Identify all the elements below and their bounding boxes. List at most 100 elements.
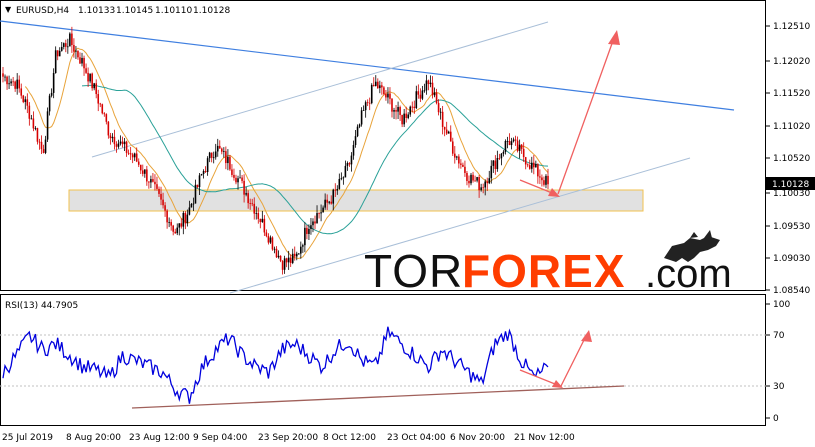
candle-body <box>225 151 227 164</box>
price-tick: 1.09030 <box>773 254 810 264</box>
candle-body <box>291 253 294 263</box>
candle-body <box>152 179 154 182</box>
candle-body <box>87 72 89 82</box>
candle-body <box>460 163 462 165</box>
candle-body <box>545 175 547 185</box>
candle-body <box>182 212 185 227</box>
candle-body <box>462 164 464 167</box>
candle-body <box>415 91 418 108</box>
candle-body <box>346 163 349 166</box>
candle-body <box>484 181 486 188</box>
rsi-forecast-down-head <box>552 380 563 388</box>
candle-body <box>502 151 505 154</box>
candle-body <box>281 260 284 270</box>
candle-body <box>514 139 517 141</box>
rsi-forecast-down <box>519 369 561 387</box>
candle-body <box>322 207 324 213</box>
candle-body <box>204 171 207 173</box>
time-tick: 25 Jul 2019 <box>2 433 53 443</box>
rsi-tick: 30 <box>773 382 785 392</box>
candle-body <box>148 181 150 183</box>
candle-body <box>539 176 541 178</box>
rsi-support-trendline <box>131 385 625 409</box>
candle-body <box>285 258 288 263</box>
candle-body <box>383 87 385 95</box>
candle-body <box>50 92 53 96</box>
rsi-tick: 0 <box>773 414 779 424</box>
candle-body <box>543 180 545 185</box>
candle-body <box>348 163 351 165</box>
candle-body <box>24 99 27 103</box>
candle-body <box>391 98 393 112</box>
price-tick: 1.12020 <box>773 57 810 67</box>
current-price-label: 1.10128 <box>772 180 809 190</box>
candle-body <box>233 174 235 178</box>
time-tick: 6 Nov 20:00 <box>450 433 505 443</box>
candle-body <box>231 169 233 175</box>
symbol-label: EURUSD,H4 <box>16 6 69 16</box>
candle-body <box>312 221 314 226</box>
upper-channel-line <box>91 21 549 158</box>
candle-body <box>399 107 401 115</box>
candle-body <box>293 253 296 257</box>
candle-body <box>123 141 126 145</box>
time-tick: 23 Sep 20:00 <box>258 433 318 443</box>
price-tick: 1.11520 <box>773 89 810 99</box>
candle-body <box>168 222 170 223</box>
candle-body <box>289 257 292 263</box>
candle-body <box>277 255 280 258</box>
candle-body <box>308 228 310 234</box>
bull-bear-icon <box>664 230 720 262</box>
candle-body <box>492 160 495 166</box>
candle-body <box>261 218 264 223</box>
candle-body <box>241 177 243 181</box>
candle-body <box>468 180 470 184</box>
menu-dropdown-icon[interactable]: ▼ <box>5 5 12 14</box>
candle-body <box>283 258 286 270</box>
candle-body <box>249 203 251 204</box>
candle-body <box>417 91 420 95</box>
candle-body <box>472 174 474 181</box>
candle-body <box>137 161 140 165</box>
candle-body <box>162 199 164 206</box>
candle-body <box>109 135 112 139</box>
forecast-arrow-down-head <box>548 188 560 197</box>
candle-body <box>229 156 231 170</box>
candle-body <box>196 184 199 188</box>
candle-body <box>176 227 179 234</box>
candle-body <box>218 145 221 149</box>
candle-body <box>18 79 21 89</box>
candle-body <box>466 172 468 181</box>
candle-body <box>512 139 515 142</box>
candle-body <box>447 131 450 134</box>
candle-body <box>522 148 525 158</box>
candle-body <box>486 181 489 184</box>
candle-body <box>69 33 71 47</box>
low-price: 1.10110 <box>155 6 192 16</box>
candle-body <box>77 50 79 58</box>
candle-body <box>107 121 110 136</box>
candle-body <box>547 175 549 185</box>
price-tick: 1.08540 <box>773 286 810 296</box>
candle-body <box>423 90 426 92</box>
candle-body <box>12 81 14 83</box>
candle-body <box>445 129 448 134</box>
forecast-arrow-up-head <box>608 30 620 45</box>
candle-body <box>494 160 497 170</box>
candle-body <box>105 114 108 122</box>
candle-body <box>174 231 177 234</box>
candle-body <box>342 177 345 179</box>
price-tick: 1.10520 <box>773 154 810 164</box>
time-tick: 23 Aug 12:00 <box>129 433 190 443</box>
candle-body <box>401 114 403 125</box>
time-tick: 21 Nov 12:00 <box>514 433 575 443</box>
candle-body <box>20 88 23 96</box>
candle-body <box>121 141 124 145</box>
candle-body <box>46 111 49 140</box>
candle-body <box>60 46 63 51</box>
candle-body <box>85 68 87 73</box>
candle-body <box>295 253 298 257</box>
candle-body <box>71 33 73 45</box>
candle-body <box>439 111 442 113</box>
